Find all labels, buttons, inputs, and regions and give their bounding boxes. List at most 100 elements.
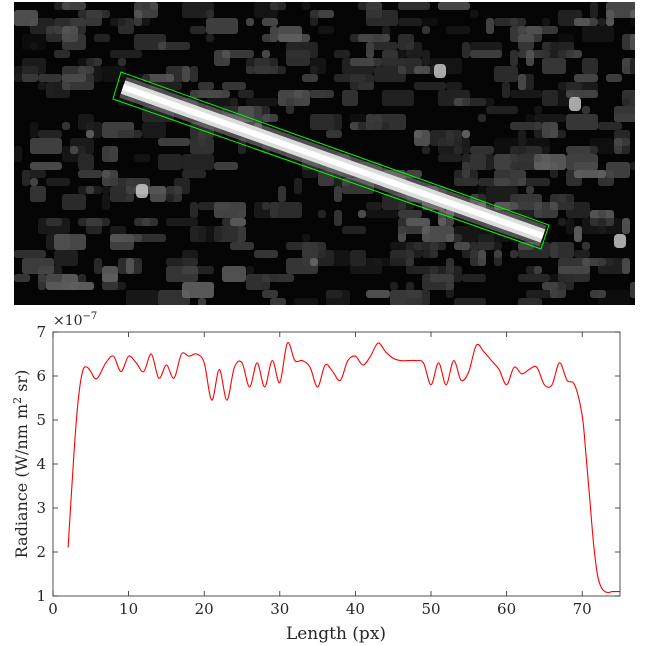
noise-blob xyxy=(614,138,630,154)
noise-blob xyxy=(166,66,190,82)
noise-blob xyxy=(286,98,294,114)
noise-blob xyxy=(30,162,62,170)
noise-blob xyxy=(54,234,86,250)
y-tick-label: 1 xyxy=(36,587,46,605)
noise-blob xyxy=(318,250,350,266)
y-axis-label-superscript: 2 xyxy=(11,397,24,404)
noise-blob xyxy=(262,114,278,122)
noise-blob xyxy=(422,146,430,154)
noise-blob xyxy=(30,138,62,154)
x-tick-label: 70 xyxy=(573,600,592,618)
noise-blob xyxy=(198,226,222,242)
noise-blob xyxy=(534,266,542,274)
noise-blob xyxy=(422,26,430,34)
noise-blob xyxy=(86,186,94,194)
noise-blob xyxy=(518,298,542,305)
noise-blob xyxy=(78,114,94,130)
noise-blob xyxy=(14,146,22,162)
noise-blob xyxy=(598,210,606,218)
x-ticks: 0 10 20 30 40 50 60 70 xyxy=(48,332,592,618)
noise-blob xyxy=(454,178,478,186)
x-tick-label: 20 xyxy=(195,600,214,618)
noise-blob xyxy=(470,242,502,250)
noise-blob xyxy=(206,10,214,18)
noise-blob xyxy=(166,218,198,226)
noise-blob xyxy=(62,194,86,210)
noise-blob xyxy=(310,258,318,266)
noise-blob xyxy=(406,242,422,258)
noise-blob xyxy=(302,234,310,242)
noise-blob xyxy=(222,218,238,226)
noise-blob xyxy=(302,90,326,98)
noise-blob xyxy=(470,146,494,154)
noise-blob xyxy=(614,138,622,154)
noise-blob xyxy=(566,114,598,130)
noise-blob xyxy=(182,250,198,266)
x-tick-label: 40 xyxy=(346,600,365,618)
noise-blob xyxy=(438,2,470,10)
noise-blob xyxy=(462,42,470,58)
noise-blob xyxy=(246,18,254,26)
noise-blob xyxy=(30,178,38,186)
y-axis-label: Radiance (W/nm m2 sr) xyxy=(11,370,31,559)
noise-blob xyxy=(222,50,254,58)
noise-blob xyxy=(406,170,422,178)
noise-blob xyxy=(582,58,598,74)
noise-blob xyxy=(494,66,518,82)
noise-blob xyxy=(166,258,198,266)
noise-blob xyxy=(166,266,198,282)
noise-blob xyxy=(190,26,206,34)
noise-blob xyxy=(582,242,590,250)
noise-blob xyxy=(142,74,174,82)
noise-blob xyxy=(494,18,526,26)
noise-blob xyxy=(478,178,510,186)
noise-blob xyxy=(174,178,190,194)
noise-blob xyxy=(102,194,110,210)
noise-blob xyxy=(558,218,566,226)
noise-blob xyxy=(366,114,382,130)
noise-blob xyxy=(262,50,270,58)
noise-blob xyxy=(478,186,486,202)
noise-blob xyxy=(430,130,454,146)
noise-blob xyxy=(78,58,94,66)
radiance-series-line xyxy=(67,342,621,594)
noise-blob xyxy=(14,274,30,282)
noise-blob xyxy=(558,10,582,26)
noise-blob xyxy=(534,114,566,122)
noise-blob xyxy=(366,42,398,50)
noise-blob xyxy=(318,210,326,218)
y-tick-label: 3 xyxy=(36,499,46,517)
noise-blob xyxy=(182,154,214,170)
noise-blob xyxy=(518,34,534,50)
noise-blob xyxy=(526,114,534,122)
noise-blob xyxy=(462,274,486,282)
noise-blob xyxy=(14,250,46,258)
noise-blob xyxy=(510,50,518,66)
noise-blob xyxy=(110,234,134,250)
noise-blob xyxy=(526,50,534,66)
noise-blob xyxy=(126,290,158,305)
noise-blob xyxy=(574,74,598,82)
noise-blob xyxy=(534,122,550,138)
noise-blob xyxy=(78,10,86,18)
noise-blob xyxy=(582,26,614,42)
x-tick-label: 30 xyxy=(270,600,289,618)
noise-blob xyxy=(566,218,574,234)
noise-blob xyxy=(86,130,94,138)
noise-blob xyxy=(126,194,134,202)
noise-blob xyxy=(454,146,462,154)
noise-blob xyxy=(462,162,470,178)
noise-blob xyxy=(110,18,126,26)
noise-blob xyxy=(350,114,366,122)
noise-blob xyxy=(526,26,558,34)
noise-blob xyxy=(350,74,374,90)
noise-blob xyxy=(494,250,502,258)
noise-blob xyxy=(630,162,635,170)
noise-blob xyxy=(622,90,635,106)
noise-blob xyxy=(46,178,70,186)
noise-blob xyxy=(94,34,110,42)
noise-blob xyxy=(550,242,558,258)
noise-blob xyxy=(254,66,286,74)
noise-blob xyxy=(366,290,390,298)
bright-spot xyxy=(136,184,148,198)
